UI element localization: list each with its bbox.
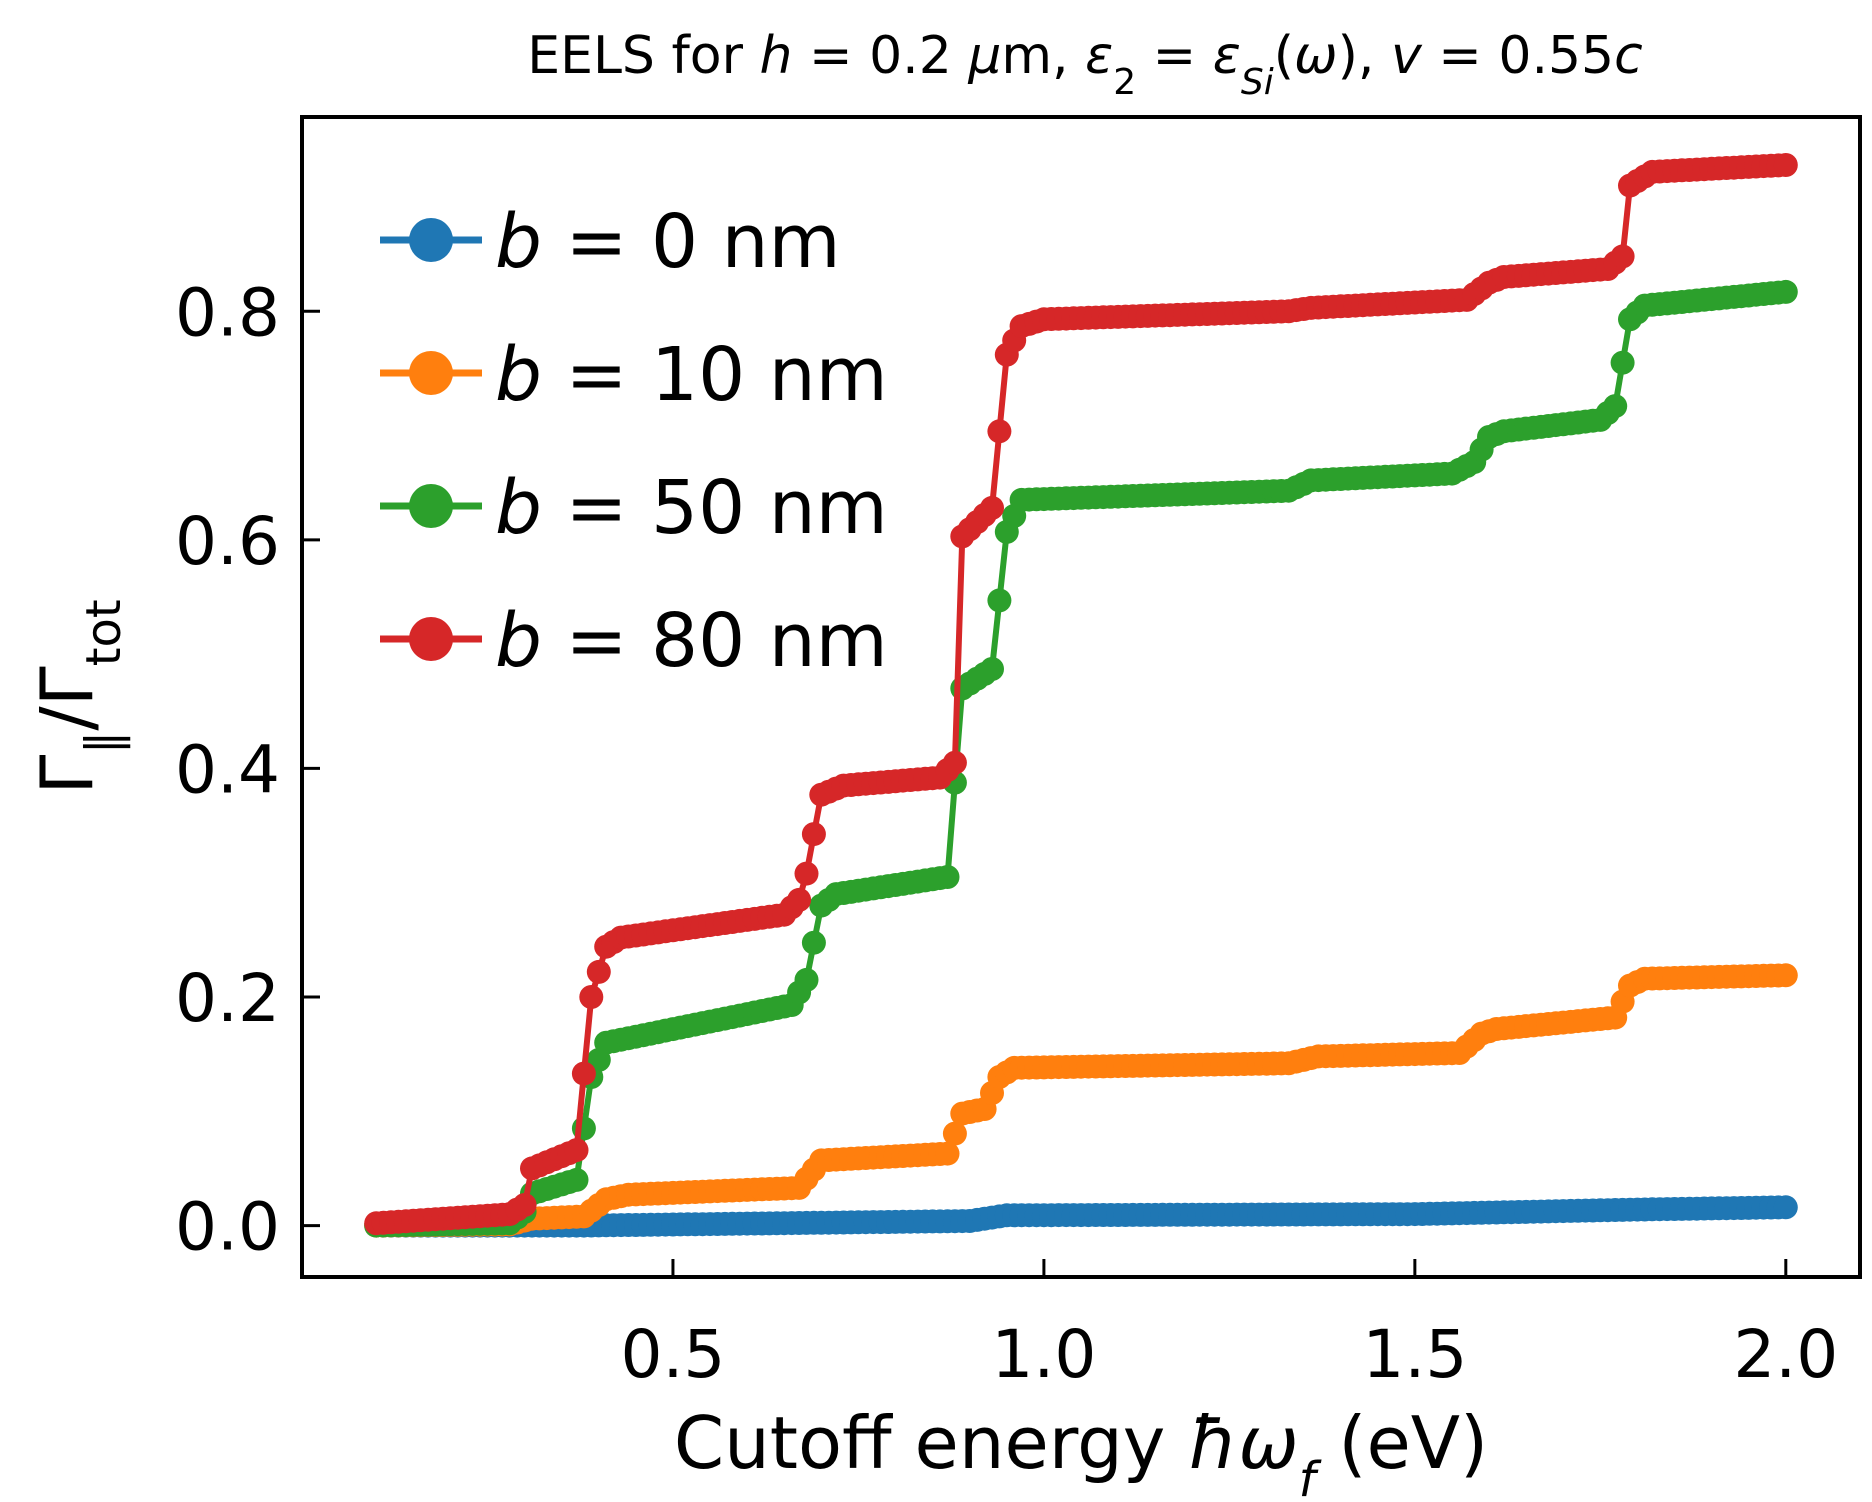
- y-axis-label: Γ∥/Γtot: [25, 599, 132, 795]
- x-tick-label: 1.0: [991, 1316, 1096, 1393]
- data-point: [1773, 1195, 1798, 1220]
- data-point: [980, 495, 1004, 520]
- y-tick-label: 0.6: [175, 503, 280, 580]
- legend: b = 0 nm b = 10 nm b = 50 nm b = 80 nm: [380, 199, 888, 684]
- y-axis: 0.0 0.2 0.4 0.6 0.8: [175, 274, 320, 1266]
- data-point: [1610, 244, 1635, 269]
- data-point: [794, 967, 819, 992]
- x-tick-label: 0.5: [620, 1316, 725, 1393]
- data-point: [1773, 279, 1798, 304]
- data-point: [801, 822, 826, 847]
- data-point: [1773, 963, 1798, 988]
- legend-label: b = 0 nm: [495, 199, 841, 285]
- legend-item: b = 0 nm: [380, 199, 841, 285]
- data-point: [1773, 153, 1798, 177]
- data-point: [942, 750, 967, 775]
- legend-label: b = 50 nm: [495, 465, 888, 551]
- data-point: [935, 1141, 960, 1166]
- data-point: [512, 1193, 537, 1217]
- data-point: [935, 865, 960, 889]
- x-axis: 0.5 1.0 1.5 2.0: [620, 1259, 1838, 1393]
- x-axis-label: Cutoff energy ħωf (eV): [674, 1401, 1488, 1502]
- data-point: [794, 861, 819, 886]
- legend-label: b = 10 nm: [495, 332, 888, 418]
- data-point: [586, 959, 611, 984]
- legend-marker: [409, 484, 453, 528]
- y-tick-label: 0.2: [175, 960, 280, 1037]
- legend-marker: [409, 218, 453, 262]
- data-point: [987, 419, 1012, 444]
- y-tick-label: 0.0: [175, 1189, 280, 1266]
- data-point: [1610, 350, 1635, 375]
- data-point: [980, 657, 1004, 681]
- data-point: [571, 1061, 596, 1086]
- data-point: [987, 588, 1012, 613]
- y-tick-label: 0.8: [175, 274, 280, 351]
- legend-marker: [409, 351, 453, 395]
- data-point: [1603, 394, 1628, 419]
- data-point: [564, 1138, 589, 1163]
- chart-title: EELS for h = 0.2 μm, ε2 = εSi(ω), v = 0.…: [527, 26, 1643, 103]
- data-point: [579, 985, 604, 1009]
- legend-label: b = 80 nm: [495, 598, 888, 684]
- data-point: [801, 930, 826, 955]
- data-point: [942, 1121, 967, 1146]
- legend-marker: [409, 617, 453, 661]
- series-2: [364, 279, 1798, 1238]
- legend-item: b = 80 nm: [380, 598, 888, 684]
- series-layer: [364, 153, 1798, 1238]
- plot-frame: [300, 115, 1862, 1279]
- x-tick-label: 1.5: [1362, 1316, 1467, 1393]
- series-1: [364, 963, 1798, 1238]
- legend-item: b = 50 nm: [380, 465, 888, 551]
- series-3: [364, 153, 1798, 1236]
- data-point: [787, 887, 812, 912]
- y-tick-label: 0.4: [175, 731, 280, 808]
- x-tick-label: 2.0: [1733, 1316, 1838, 1393]
- legend-item: b = 10 nm: [380, 332, 888, 418]
- data-point: [564, 1167, 589, 1192]
